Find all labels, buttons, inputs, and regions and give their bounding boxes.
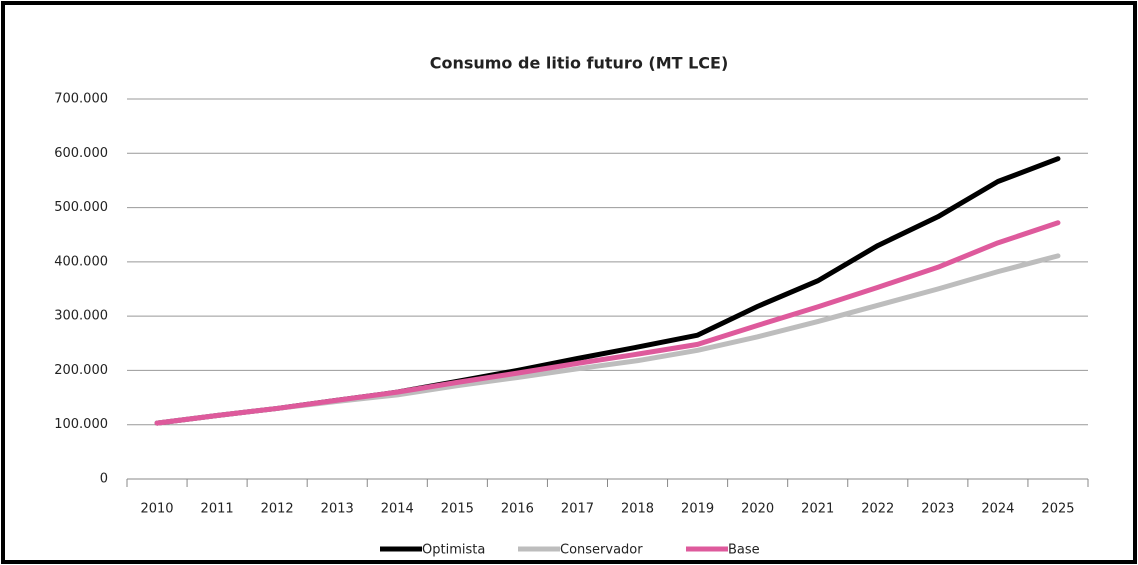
x-tick-label: 2017 <box>561 502 594 517</box>
y-tick-label: 600.000 <box>54 146 108 161</box>
y-tick-label: 0 <box>100 472 108 487</box>
legend-label: Base <box>728 543 760 558</box>
x-tick-label: 2021 <box>801 502 834 517</box>
series-line <box>154 220 1061 426</box>
x-tick-label: 2025 <box>1041 502 1074 517</box>
x-tick-label: 2018 <box>621 502 654 517</box>
x-tick-label: 2020 <box>741 502 774 517</box>
x-tick-label: 2016 <box>501 502 534 517</box>
legend-label: Optimista <box>422 543 485 558</box>
x-tick-label: 2014 <box>381 502 414 517</box>
y-tick-label: 300.000 <box>54 309 108 324</box>
chart-title: Consumo de litio futuro (MT LCE) <box>430 54 729 73</box>
y-tick-label: 500.000 <box>54 200 108 215</box>
x-tick-label: 2011 <box>201 502 234 517</box>
x-tick-label: 2019 <box>681 502 714 517</box>
y-tick-label: 700.000 <box>54 92 108 107</box>
y-tick-label: 100.000 <box>54 417 108 432</box>
x-tick-label: 2015 <box>441 502 474 517</box>
y-tick-label: 400.000 <box>54 254 108 269</box>
legend-label: Conservador <box>560 543 643 558</box>
y-tick-label: 200.000 <box>54 363 108 378</box>
x-tick-label: 2023 <box>921 502 954 517</box>
x-tick-label: 2010 <box>140 502 173 517</box>
x-tick-label: 2012 <box>261 502 294 517</box>
x-tick-label: 2013 <box>321 502 354 517</box>
x-tick-label: 2022 <box>861 502 894 517</box>
x-tick-label: 2024 <box>981 502 1014 517</box>
